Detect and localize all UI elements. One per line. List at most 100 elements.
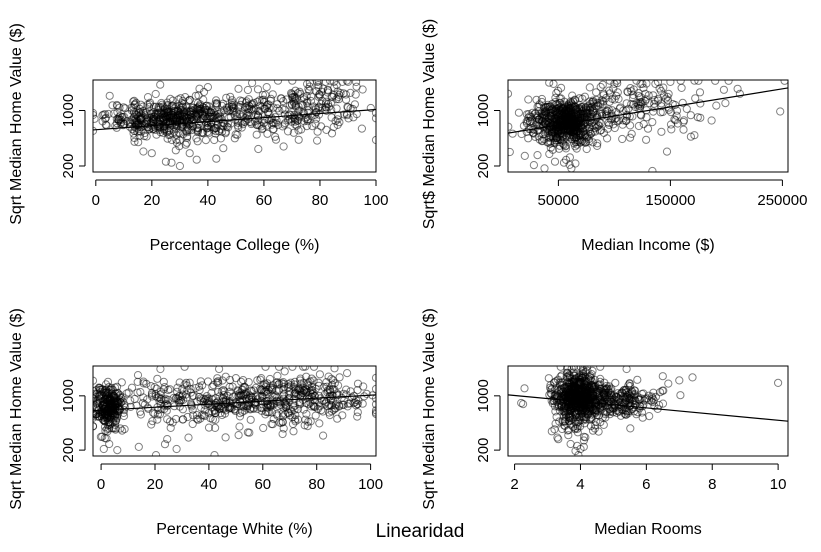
data-point <box>105 91 114 100</box>
data-point <box>153 415 162 424</box>
data-point <box>321 80 330 86</box>
data-point <box>305 86 314 96</box>
data-point <box>211 129 220 138</box>
data-point <box>626 424 635 433</box>
data-point <box>262 121 271 130</box>
data-point <box>343 369 352 378</box>
data-point <box>111 425 120 434</box>
data-point <box>672 111 681 120</box>
y-axis: 200 1000 <box>475 94 501 179</box>
data-point <box>182 138 191 147</box>
data-point <box>168 101 177 110</box>
data-point <box>99 110 108 119</box>
data-point <box>154 102 163 111</box>
data-point <box>242 112 252 121</box>
data-point <box>253 112 262 121</box>
data-point <box>151 451 161 456</box>
data-point <box>184 124 193 133</box>
data-point <box>578 372 587 381</box>
data-point <box>359 382 368 391</box>
data-point <box>215 392 224 401</box>
data-point <box>582 133 591 142</box>
x-tick-label: 0 <box>97 476 105 493</box>
data-point <box>204 377 213 386</box>
data-point <box>563 117 572 126</box>
scatter-points <box>517 366 783 456</box>
x-tick-label: 8 <box>708 476 716 493</box>
data-point <box>134 442 143 451</box>
data-point <box>638 98 647 107</box>
data-point <box>529 161 539 170</box>
x-tick-label: 250000 <box>757 192 807 209</box>
data-point <box>648 398 657 407</box>
data-point <box>219 144 228 153</box>
data-point <box>172 111 181 121</box>
data-point <box>263 408 272 417</box>
data-point <box>339 389 348 398</box>
data-point <box>524 134 533 143</box>
data-point <box>574 127 583 136</box>
data-point <box>243 400 252 409</box>
data-point <box>551 132 560 141</box>
data-point <box>648 166 657 172</box>
data-point <box>262 83 271 92</box>
data-point <box>313 80 322 86</box>
data-point <box>291 388 300 398</box>
data-point <box>648 118 657 127</box>
data-point <box>508 129 517 138</box>
data-point <box>655 84 664 93</box>
data-point <box>666 120 676 129</box>
x-tick-label: 0 <box>92 192 100 209</box>
data-point <box>330 366 339 373</box>
data-point <box>285 387 294 396</box>
data-point <box>173 387 182 396</box>
data-point <box>618 134 627 144</box>
data-point <box>324 372 333 381</box>
data-point <box>566 439 575 449</box>
data-point <box>688 373 697 382</box>
data-point <box>323 388 332 397</box>
data-point <box>605 405 614 414</box>
data-point <box>280 110 290 119</box>
data-point <box>211 423 220 432</box>
data-point <box>538 136 547 145</box>
data-point <box>289 403 298 412</box>
data-point <box>573 428 582 437</box>
data-point <box>319 431 328 440</box>
data-point <box>581 388 590 397</box>
data-point <box>677 83 686 93</box>
data-point <box>527 117 537 126</box>
trend-line <box>93 108 376 131</box>
data-point <box>611 378 620 387</box>
data-point <box>170 127 179 136</box>
data-point <box>263 129 272 138</box>
plot-frame <box>507 79 789 173</box>
data-point <box>156 80 165 89</box>
data-point <box>130 137 139 146</box>
x-tick-label: 60 <box>256 192 273 209</box>
data-point <box>315 90 324 99</box>
data-point <box>252 120 261 129</box>
data-point <box>106 412 115 421</box>
data-point <box>114 116 124 125</box>
data-point <box>695 88 705 97</box>
data-point <box>324 102 333 111</box>
data-point <box>643 124 653 133</box>
data-point <box>565 370 574 379</box>
data-point <box>175 161 184 171</box>
data-point <box>622 396 631 405</box>
data-point <box>299 386 309 395</box>
data-point <box>575 94 584 103</box>
data-point <box>649 91 658 100</box>
data-point <box>664 105 674 114</box>
data-point <box>188 419 197 429</box>
data-point <box>291 117 300 126</box>
data-point <box>524 95 533 104</box>
data-point <box>186 384 195 394</box>
y-tick-label: 200 <box>475 153 492 178</box>
data-point <box>570 133 579 142</box>
data-point <box>539 111 548 121</box>
data-point <box>520 151 529 160</box>
data-point <box>187 399 196 408</box>
data-point <box>552 119 562 128</box>
